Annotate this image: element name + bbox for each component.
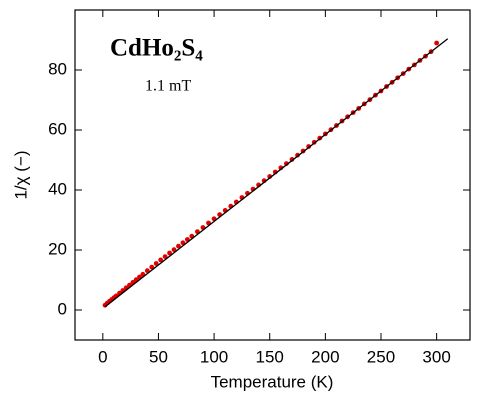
x-tick-label: 100 xyxy=(200,347,228,366)
x-tick-label: 300 xyxy=(422,347,450,366)
data-point xyxy=(149,264,155,270)
x-tick-label: 0 xyxy=(98,347,107,366)
x-tick-label: 150 xyxy=(256,347,284,366)
x-tick-label: 50 xyxy=(149,347,168,366)
x-axis-label: Temperature (K) xyxy=(211,372,334,391)
data-point xyxy=(289,157,295,162)
plot-frame xyxy=(74,9,471,341)
fit-line xyxy=(104,38,449,308)
annotation: 1.1 mT xyxy=(145,78,191,95)
y-tick-label: 20 xyxy=(48,239,67,258)
data-point xyxy=(153,261,159,266)
y-tick-label: 60 xyxy=(48,119,67,138)
x-tick-label: 250 xyxy=(367,347,395,366)
data-point xyxy=(158,257,164,263)
y-tick-label: 0 xyxy=(58,299,67,318)
data-point xyxy=(162,254,168,259)
x-tick-label: 200 xyxy=(311,347,339,366)
y-tick-label: 40 xyxy=(48,179,67,198)
y-tick-label: 80 xyxy=(48,59,67,78)
chart-title: CdHo₂S₄ xyxy=(110,35,203,62)
y-axis-label: 1/χ (−) xyxy=(11,150,30,199)
data-point xyxy=(176,243,181,249)
data-point xyxy=(167,250,172,256)
data-point xyxy=(180,240,186,246)
data-point xyxy=(171,247,177,253)
data-point xyxy=(434,40,440,46)
